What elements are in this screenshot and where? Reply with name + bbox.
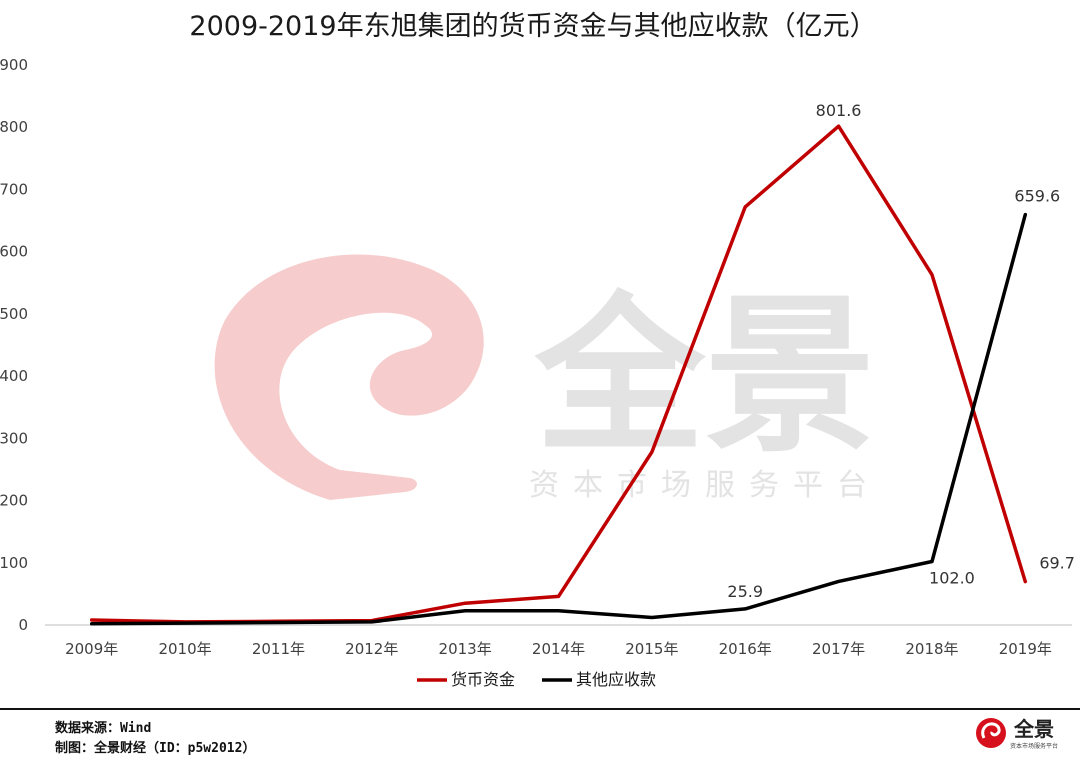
x-tick-label: 2009年 — [65, 640, 118, 658]
x-axis: 2009年 2010年 2011年 2012年 2013年 2014年 2015年 2016年… — [45, 624, 1072, 658]
x-tick-label: 2012年 — [345, 640, 398, 658]
x-tick-label: 2019年 — [999, 640, 1052, 658]
data-labels: 801.6 69.7 25.9 102.0 659.6 — [727, 101, 1075, 601]
y-tick-label: 300 — [0, 429, 28, 447]
x-tick-label: 2013年 — [439, 640, 492, 658]
x-tick-label: 2014年 — [532, 640, 585, 658]
watermark-brand: 全景 — [534, 278, 875, 476]
data-label: 69.7 — [1039, 554, 1075, 573]
x-tick-label: 2017年 — [812, 640, 865, 658]
series-layer — [89, 124, 1028, 626]
watermark-tagline: 资本市场服务平台 — [529, 468, 881, 503]
brand-logo-swirl — [981, 722, 1001, 739]
brand-logo-tagline: 资本市场服务平台 — [1010, 742, 1058, 750]
maker-note: 制图：全景财经（ID：p5w2012） — [55, 741, 256, 756]
y-tick-label: 900 — [0, 56, 28, 74]
y-tick-label: 0 — [18, 616, 28, 634]
watermark: 全景 资本市场服务平台 — [214, 254, 881, 503]
x-tick-label: 2018年 — [905, 640, 958, 658]
chart-title: 2009-2019年东旭集团的货币资金与其他应收款（亿元） — [189, 11, 876, 42]
y-axis: 0 100 200 300 400 500 600 700 800 900 — [0, 56, 28, 634]
y-tick-label: 700 — [0, 180, 28, 198]
data-label: 801.6 — [816, 101, 862, 120]
data-label: 659.6 — [1014, 187, 1060, 206]
y-tick-label: 400 — [0, 367, 28, 385]
watermark-logo-swirl — [214, 254, 484, 500]
legend-label-1: 货币资金 — [451, 670, 515, 689]
y-tick-label: 500 — [0, 305, 28, 323]
series-line-2 — [89, 212, 1028, 626]
legend-label-2: 其他应收款 — [576, 670, 656, 689]
y-tick-label: 600 — [0, 243, 28, 261]
x-tick-label: 2016年 — [719, 640, 772, 658]
x-tick-label: 2010年 — [158, 640, 211, 658]
y-tick-label: 200 — [0, 492, 28, 510]
footer-divider — [0, 708, 1080, 710]
legend: 货币资金 其他应收款 — [417, 670, 656, 689]
y-tick-label: 800 — [0, 118, 28, 136]
brand-logo: 全景 资本市场服务平台 — [976, 717, 1058, 750]
y-tick-label: 100 — [0, 554, 28, 572]
x-tick-label: 2015年 — [625, 640, 678, 658]
data-label: 25.9 — [727, 582, 763, 601]
data-label: 102.0 — [929, 569, 975, 588]
source-note: 数据来源：Wind — [55, 721, 152, 736]
x-tick-label: 2011年 — [252, 640, 305, 658]
brand-logo-text: 全景 — [1013, 717, 1054, 741]
line-chart: 全景 资本市场服务平台 2009-2019年东旭集团的货币资金与其他应收款（亿元… — [0, 11, 1075, 689]
